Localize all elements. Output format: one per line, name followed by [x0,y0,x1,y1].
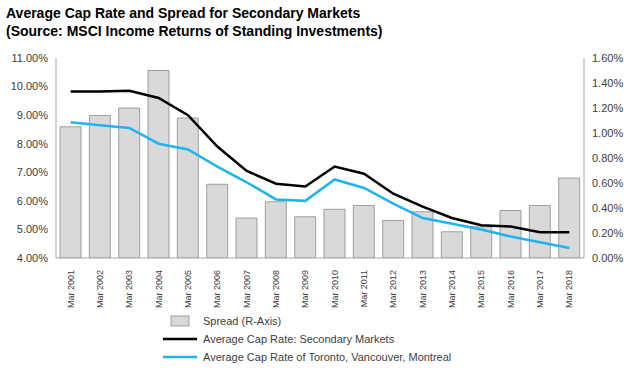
svg-text:0.20%: 0.20% [592,227,623,239]
html-text:Spread (R-Axis): Spread (R-Axis) [203,315,282,327]
svg-text:0.80%: 0.80% [592,152,623,164]
svg-text:Mar 2010: Mar 2010 [330,270,340,308]
svg-text:Mar 2001: Mar 2001 [66,270,76,308]
svg-text:0.00%: 0.00% [592,252,623,264]
svg-text:Mar 2018: Mar 2018 [564,270,574,308]
svg-text:Mar 2016: Mar 2016 [506,270,516,308]
svg-text:9.00%: 9.00% [17,109,48,121]
svg-text:Mar 2014: Mar 2014 [447,270,457,308]
html-text:Average Cap Rate of Toronto, V: Average Cap Rate of Toronto, Vancouver, … [203,351,452,363]
svg-text:4.00%: 4.00% [17,252,48,264]
svg-text:5.00%: 5.00% [17,223,48,235]
html-text:Average Cap Rate: Secondary Ma: Average Cap Rate: Secondary Markets [203,333,395,345]
svg-text:6.00%: 6.00% [17,195,48,207]
svg-text:Mar 2015: Mar 2015 [476,270,486,308]
svg-text:Mar 2006: Mar 2006 [212,270,222,308]
svg-text:Mar 2002: Mar 2002 [95,270,105,308]
html-text:Average Cap Rate and Spread fo: Average Cap Rate and Spread for Secondar… [6,5,361,21]
svg-text:Mar 2012: Mar 2012 [388,270,398,308]
svg-text:1.40%: 1.40% [592,77,623,89]
svg-text:10.00%: 10.00% [11,80,49,92]
svg-text:1.00%: 1.00% [592,127,623,139]
svg-text:1.20%: 1.20% [592,102,623,114]
svg-text:Mar 2004: Mar 2004 [154,270,164,308]
svg-text:8.00%: 8.00% [17,138,48,150]
svg-text:7.00%: 7.00% [17,166,48,178]
svg-text:Mar 2003: Mar 2003 [124,270,134,308]
svg-text:Mar 2005: Mar 2005 [183,270,193,308]
svg-text:Mar 2009: Mar 2009 [300,270,310,308]
svg-text:1.60%: 1.60% [592,52,623,64]
svg-text:0.40%: 0.40% [592,202,623,214]
svg-text:Mar 2011: Mar 2011 [359,270,369,307]
svg-text:Mar 2013: Mar 2013 [418,270,428,308]
svg-text:Mar 2008: Mar 2008 [271,270,281,308]
svg-text:11.00%: 11.00% [12,52,49,64]
svg-text:Mar 2017: Mar 2017 [535,270,545,308]
svg-text:Mar 2007: Mar 2007 [242,270,252,308]
svg-text:0.60%: 0.60% [592,177,623,189]
html-text:(Source: MSCI Income Returns o: (Source: MSCI Income Returns of Standing… [6,23,383,39]
